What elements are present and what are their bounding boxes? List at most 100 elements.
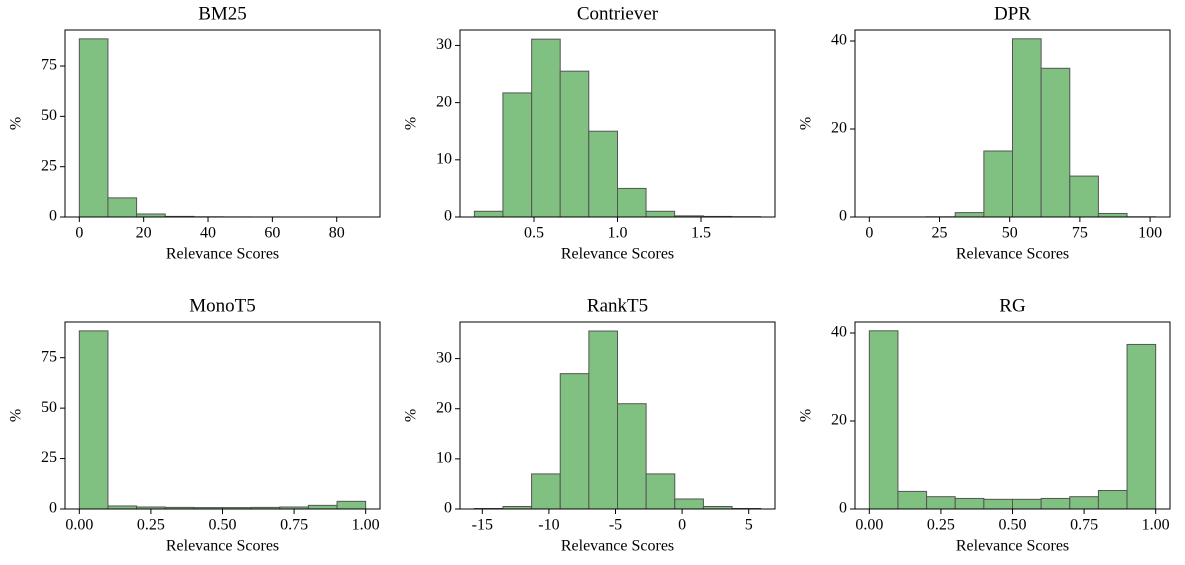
x-tick-label: 40 [200,225,216,242]
x-tick-label: 1.0 [608,225,628,242]
y-tick-label: 40 [831,32,847,49]
x-tick-label: 0.25 [927,517,955,534]
x-tick-label: 0 [75,225,83,242]
x-tick-label: 80 [329,225,345,242]
chart-title: Contriever [577,3,659,24]
bar [1012,498,1042,510]
bar [983,498,1014,510]
axes-frame [459,321,776,510]
y-tick-label: 25 [41,157,57,174]
y-tick-label: 20 [831,120,847,137]
axes-frame [64,29,381,218]
y-tick-label: 20 [436,399,452,416]
x-tick-label: 60 [264,225,280,242]
x-tick-label: 0 [678,517,686,534]
y-axis-label: % [798,409,815,422]
x-tick-label: 0 [865,225,873,242]
y-tick-label: 0 [444,500,452,517]
bar [559,70,590,218]
x-axis-label: Relevance Scores [956,538,1069,555]
bar [954,497,985,510]
x-tick-label: 0.00 [65,517,93,534]
bar [1069,175,1099,218]
y-axis-label: % [403,117,420,130]
x-tick-label: -15 [472,517,493,534]
y-tick-label: 0 [839,208,847,225]
bar [78,38,109,218]
x-tick-label: 0.75 [1070,517,1098,534]
axes-frame [854,29,1171,218]
y-tick-label: 20 [436,93,452,110]
bar [674,498,704,510]
x-tick-label: 0.75 [280,517,308,534]
bar [78,330,109,510]
bar [897,490,928,510]
bar [1126,343,1157,510]
x-tick-label: 1.00 [1142,517,1170,534]
x-axis-label: Relevance Scores [561,538,674,555]
bar [617,403,647,510]
x-axis-label: Relevance Scores [561,246,674,263]
x-tick-label: -10 [538,517,559,534]
chart-title: DPR [994,3,1031,24]
bar [645,210,676,218]
bar [926,496,956,510]
chart-title: RG [999,295,1026,316]
y-axis-label: % [8,117,25,130]
y-tick-label: 0 [49,208,57,225]
bar [307,504,338,510]
y-tick-label: 10 [436,450,452,467]
bar [617,187,647,218]
y-tick-label: 75 [41,57,57,74]
x-tick-label: 20 [136,225,152,242]
bar [107,197,138,218]
y-tick-label: 10 [436,150,452,167]
bar [1069,496,1099,510]
x-axis-label: Relevance Scores [166,538,279,555]
x-tick-label: 0.50 [999,517,1027,534]
bar [588,330,619,510]
y-tick-label: 75 [41,348,57,365]
x-tick-label: 0.50 [209,517,237,534]
y-tick-label: 50 [41,107,57,124]
bar [588,130,618,218]
bar [531,473,561,510]
bar [983,150,1014,218]
x-tick-label: 0.25 [137,517,165,534]
y-tick-label: 20 [831,412,847,429]
bar [1097,490,1128,510]
x-tick-label: 50 [1002,225,1018,242]
y-axis-label: % [8,409,25,422]
bar [531,38,561,218]
x-tick-label: 25 [932,225,948,242]
x-tick-label: 5 [745,517,753,534]
x-tick-label: -5 [609,517,622,534]
x-tick-label: 1.00 [352,517,380,534]
bar [336,500,367,510]
bar [1097,212,1128,218]
y-tick-label: 25 [41,449,57,466]
bar [954,212,985,218]
chart-title: MonoT5 [189,295,256,316]
x-tick-label: 1.5 [691,225,711,242]
y-tick-label: 40 [831,324,847,341]
bar [645,473,676,510]
bar [1040,497,1071,510]
x-tick-label: 0.00 [855,517,883,534]
axes-frame [64,321,381,510]
y-tick-label: 30 [436,349,452,366]
bar [1040,67,1071,218]
y-tick-label: 0 [839,500,847,517]
bar [473,210,504,218]
bar [868,330,899,510]
y-tick-label: 0 [444,208,452,225]
x-tick-label: 100 [1138,225,1162,242]
y-tick-label: 0 [49,500,57,517]
x-axis-label: Relevance Scores [166,246,279,263]
axes-frame [854,321,1171,510]
x-tick-label: 75 [1072,225,1088,242]
x-tick-label: 0.5 [524,225,544,242]
chart-title: RankT5 [587,295,648,316]
y-axis-label: % [403,409,420,422]
